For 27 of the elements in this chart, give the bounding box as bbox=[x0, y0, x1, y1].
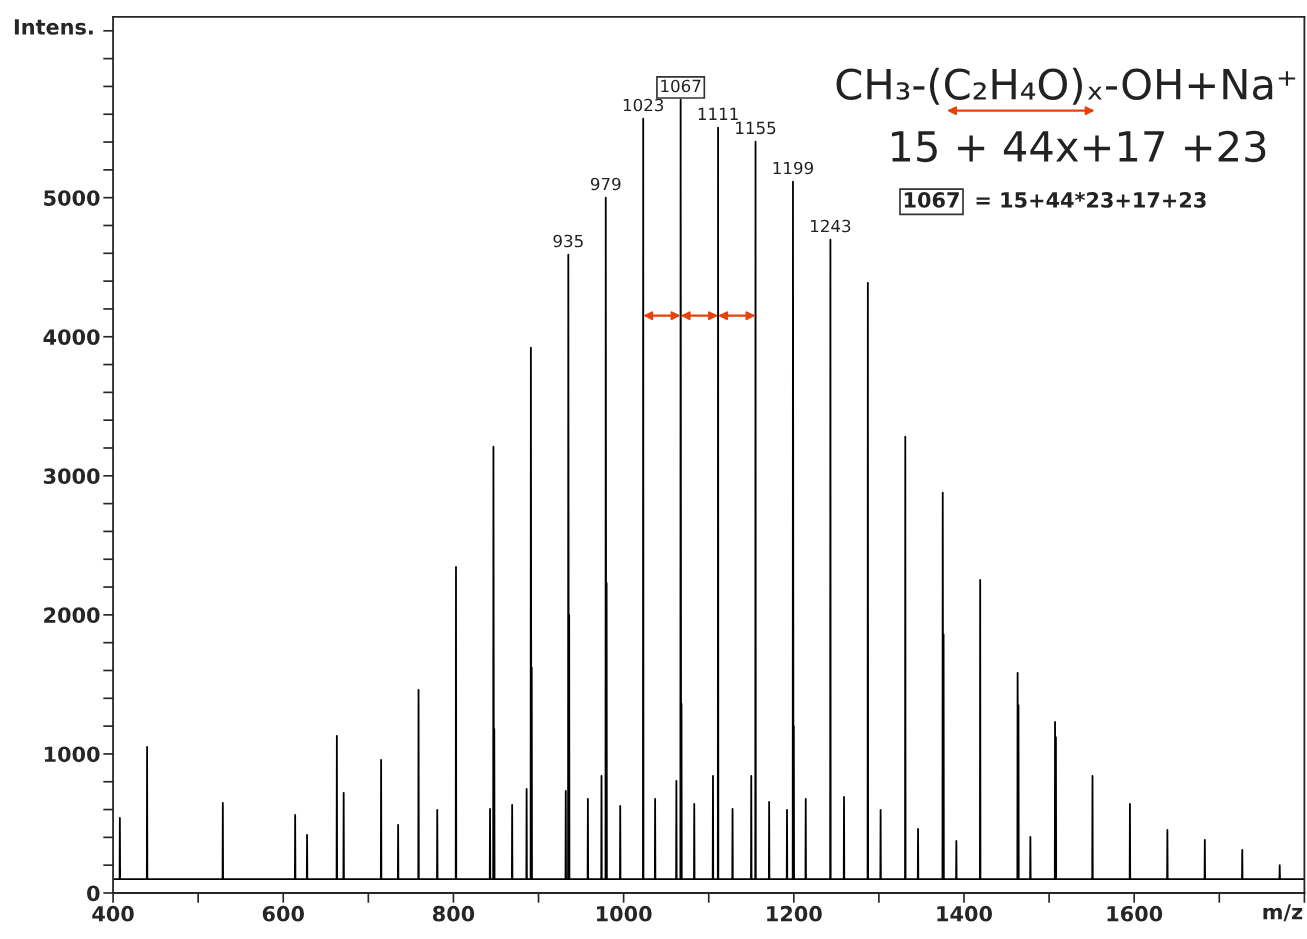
y-tick-label: 0 bbox=[87, 885, 100, 902]
annotation: 1199 bbox=[773, 161, 813, 175]
x-tick-label: 800 bbox=[432, 905, 475, 922]
x-tick-label: 1000 bbox=[596, 905, 652, 922]
annotation: 1067 bbox=[904, 192, 959, 208]
annotation: 1155 bbox=[736, 121, 776, 135]
annotation: 15 + 44x+17 +23 bbox=[892, 130, 1266, 163]
x-tick-label: 1600 bbox=[1107, 905, 1163, 922]
x-axis-title: m/z bbox=[1263, 904, 1303, 922]
annotation: 935 bbox=[553, 234, 583, 248]
y-tick-label: 4000 bbox=[43, 329, 100, 345]
y-tick-label: 2000 bbox=[44, 607, 100, 624]
annotation: CH₃-(C₂H₄O)ₓ-OH+Na⁺ bbox=[836, 67, 1296, 105]
annotation: 1111 bbox=[698, 107, 738, 120]
x-tick-label: 600 bbox=[262, 905, 304, 922]
y-tick-label: 1000 bbox=[44, 746, 100, 763]
x-tick-label: 400 bbox=[92, 905, 134, 922]
y-tick-label: 3000 bbox=[43, 468, 100, 485]
annotation: 1243 bbox=[811, 219, 851, 233]
annotation: 979 bbox=[590, 177, 621, 191]
annotation: 1067 bbox=[661, 79, 701, 93]
annotation: 1023 bbox=[623, 98, 664, 112]
y-tick-label: 5000 bbox=[44, 190, 100, 206]
x-tick-label: 1200 bbox=[767, 905, 822, 922]
annotation: = 15+44*23+17+23 bbox=[976, 192, 1206, 208]
y-axis-title: Intens. bbox=[14, 19, 93, 35]
x-tick-label: 1400 bbox=[937, 905, 992, 922]
